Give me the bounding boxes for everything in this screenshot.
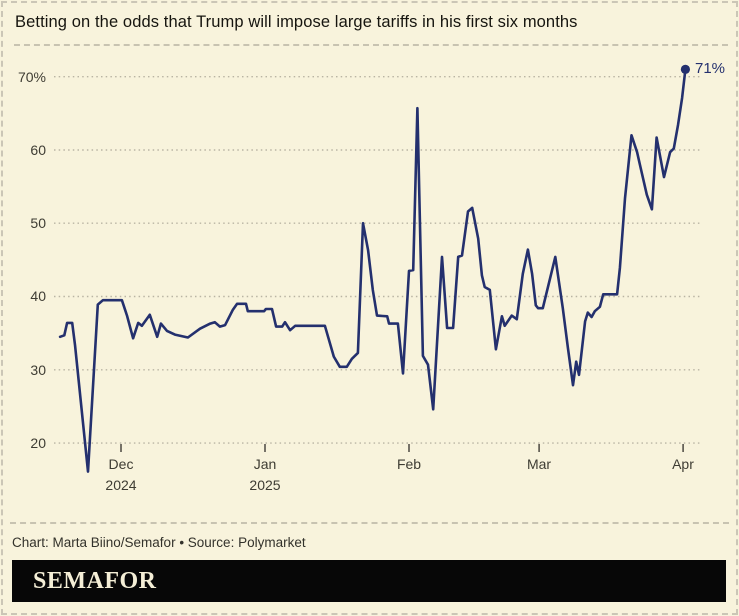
x-axis-label-apr: Apr: [643, 457, 723, 472]
end-value-label: 71%: [695, 60, 726, 77]
odds-line-series: [58, 68, 687, 473]
month-label: Jan: [253, 456, 277, 472]
footer-separator: [10, 522, 729, 524]
y-axis-label-20: 20: [30, 435, 46, 451]
y-axis-label-40: 40: [30, 288, 46, 304]
credit-line: Chart: Marta Biino/Semafor • Source: Pol…: [12, 535, 306, 550]
chart-title: Betting on the odds that Trump will impo…: [15, 13, 578, 31]
x-axis-label-feb: Feb: [369, 457, 449, 472]
month-label: Mar: [526, 456, 552, 472]
chart-canvas: [54, 64, 700, 473]
semafor-wordmark: SEMAFOR: [33, 567, 157, 594]
y-axis-label-70: 70%: [17, 69, 46, 85]
end-point-dot: [680, 64, 691, 74]
y-axis-label-30: 30: [30, 362, 46, 378]
x-axis-label-mar: Mar: [499, 457, 579, 472]
y-axis-label-60: 60: [30, 142, 46, 158]
x-axis-label-jan: Jan 2025: [225, 457, 305, 493]
year-label: 2025: [249, 477, 281, 493]
y-axis-label-50: 50: [30, 215, 46, 231]
year-label: 2024: [105, 477, 137, 493]
title-separator: [14, 44, 728, 46]
x-axis-label-dec: Dec 2024: [81, 457, 161, 493]
month-label: Apr: [672, 456, 694, 472]
month-label: Dec: [108, 456, 134, 472]
month-label: Feb: [396, 456, 422, 472]
semafor-logo-bar: SEMAFOR: [12, 560, 726, 602]
